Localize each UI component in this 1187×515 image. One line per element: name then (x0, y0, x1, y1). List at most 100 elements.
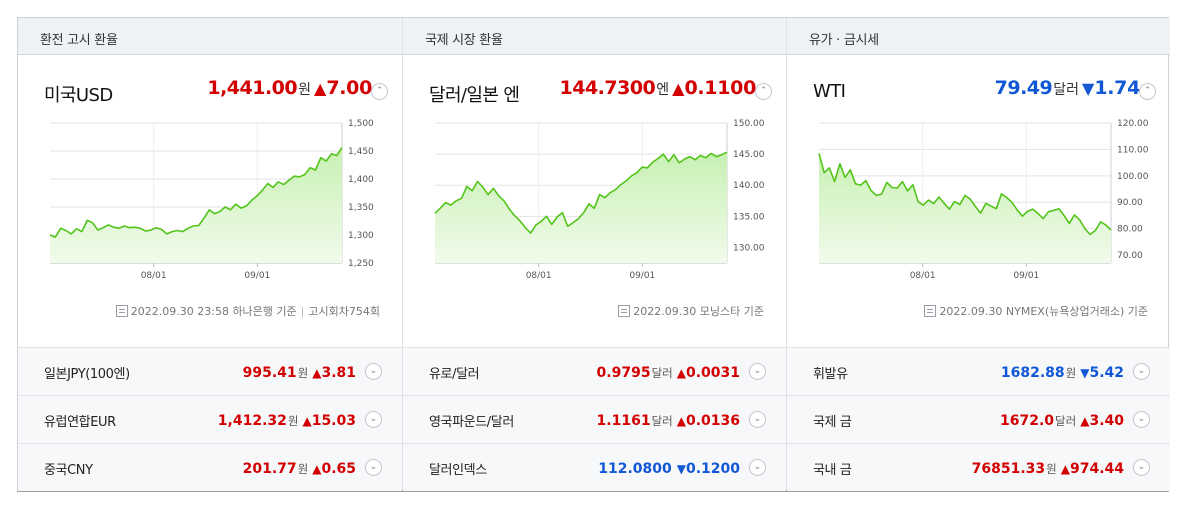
change-value: 1.74 (1094, 77, 1140, 99)
column-header[interactable]: 유가 · 금시세 (787, 18, 1170, 55)
x-tick-label: 09/01 (1013, 271, 1039, 281)
y-tick-label: 140.00 (733, 181, 765, 191)
expand-chevron-down-icon[interactable]: ⌄ (749, 363, 766, 380)
y-tick-label: 130.00 (733, 243, 765, 253)
document-icon (115, 305, 128, 317)
expand-chevron-down-icon[interactable]: ⌄ (365, 459, 382, 476)
row-price: 995.41 (242, 365, 297, 381)
down-triangle-icon: ▼ (1080, 366, 1090, 380)
price-value: 79.49 (994, 77, 1053, 99)
y-tick-label: 120.00 (1117, 119, 1149, 129)
collapse-chevron-up-icon[interactable]: ⌃ (755, 83, 772, 100)
expand-chevron-down-icon[interactable]: ⌄ (749, 459, 766, 476)
row-unit: 원 (287, 414, 299, 428)
row-label[interactable]: 중국CNY (44, 463, 93, 478)
list-item[interactable]: 영국파운드/달러 1.1161달러 ▲0.0136 ⌄ (403, 395, 786, 443)
list-item[interactable]: 국내 금 76851.33원 ▲974.44 ⌄ (787, 443, 1170, 491)
source-text: 2022.09.30 NYMEX(뉴욕상업거래소) 기준 (939, 305, 1148, 318)
row-change: 5.42 (1089, 365, 1124, 381)
currency-name[interactable]: 미국USD (44, 85, 113, 106)
list-item[interactable]: 달러인덱스 112.0800 ▼0.1200 ⌄ (403, 443, 786, 491)
list-item[interactable]: 중국CNY 201.77원 ▲0.65 ⌄ (18, 443, 402, 491)
up-triangle-icon: ▲ (312, 462, 322, 476)
row-label[interactable]: 국제 금 (813, 415, 852, 430)
row-label[interactable]: 일본JPY(100엔) (44, 367, 130, 382)
currency-name[interactable]: 달러/일본 엔 (429, 85, 520, 106)
expand-chevron-down-icon[interactable]: ⌄ (365, 411, 382, 428)
x-tick-label: 09/01 (629, 271, 655, 281)
list-item[interactable]: 휘발유 1682.88원 ▼5.42 ⌄ (787, 347, 1170, 395)
list-item[interactable]: 유로/달러 0.9795달러 ▲0.0031 ⌄ (403, 347, 786, 395)
x-tick-label: 09/01 (244, 271, 270, 281)
row-label[interactable]: 달러인덱스 (429, 463, 487, 478)
price-chart: 120.00 110.00 100.00 90.00 80.00 70.00 08/01 09… (818, 119, 1149, 281)
row-value: 995.41원 ▲3.81 (243, 362, 356, 381)
row-unit: 원 (297, 366, 309, 380)
expand-chevron-down-icon[interactable]: ⌄ (1133, 459, 1150, 476)
list-item[interactable]: 일본JPY(100엔) 995.41원 ▲3.81 ⌄ (18, 347, 402, 395)
up-triangle-icon: ▲ (302, 414, 312, 428)
expand-chevron-down-icon[interactable]: ⌄ (1133, 411, 1150, 428)
row-label[interactable]: 유로/달러 (429, 367, 480, 382)
up-triangle-icon: ▲ (672, 79, 685, 98)
row-unit: 원 (1046, 462, 1057, 476)
source-text: 2022.09.30 23:58 하나은행 기준 (130, 305, 297, 318)
row-change: 974.44 (1069, 461, 1124, 477)
commodity-name[interactable]: WTI (813, 81, 846, 102)
y-tick-label: 100.00 (1117, 172, 1149, 182)
y-tick-label: 1,300 (348, 231, 374, 241)
source-note: 2022.09.30 모닝스타 기준 (618, 303, 764, 319)
document-icon (618, 305, 631, 317)
area-fill (819, 153, 1111, 263)
row-change: 0.65 (321, 461, 356, 477)
document-icon (924, 305, 937, 317)
expand-chevron-down-icon[interactable]: ⌄ (1133, 363, 1150, 380)
main-quote: 미국USD 1,441.00원 ▲7.00 ⌃ 1,500 1,450 1,400 1,… (18, 55, 402, 347)
main-quote: WTI 79.49달러 ▼1.74 ⌃ 120.00 110.00 100.00 90.… (787, 55, 1170, 347)
list-item[interactable]: 유럽연합EUR 1,412.32원 ▲15.03 ⌄ (18, 395, 402, 443)
row-value: 112.0800 ▼0.1200 (598, 458, 740, 477)
sub-rate-list: 유로/달러 0.9795달러 ▲0.0031 ⌄ 영국파운드/달러 1.1161달… (403, 347, 786, 491)
up-triangle-icon: ▲ (676, 414, 686, 428)
row-label[interactable]: 영국파운드/달러 (429, 415, 514, 430)
price-unit: 원 (298, 82, 311, 98)
row-change: 0.0136 (685, 413, 740, 429)
row-change: 0.1200 (685, 461, 740, 477)
column-header[interactable]: 환전 고시 환율 (18, 18, 402, 55)
y-tick-label: 1,350 (348, 203, 374, 213)
row-change: 0.0031 (685, 365, 740, 381)
sub-rate-list: 휘발유 1682.88원 ▼5.42 ⌄ 국제 금 1672.0달러 ▲3.40 ⌄… (787, 347, 1170, 491)
price-value: 1,441.00 (207, 77, 298, 99)
row-value: 1682.88원 ▼5.42 (1001, 362, 1124, 381)
row-value: 201.77원 ▲0.65 (243, 458, 356, 477)
up-triangle-icon: ▲ (676, 366, 686, 380)
y-tick-label: 1,500 (348, 119, 374, 129)
area-fill (435, 152, 727, 263)
collapse-chevron-up-icon[interactable]: ⌃ (1139, 83, 1156, 100)
main-quote: 달러/일본 엔 144.7300엔 ▲0.1100 ⌃ 150.00 145.00 1… (403, 55, 786, 347)
change-value: 0.1100 (684, 77, 756, 99)
y-tick-label: 70.00 (1117, 251, 1143, 261)
row-label[interactable]: 국내 금 (813, 463, 852, 478)
price-unit: 엔 (656, 82, 670, 98)
expand-chevron-down-icon[interactable]: ⌄ (365, 363, 382, 380)
row-price: 0.9795 (596, 365, 651, 381)
row-value: 1672.0달러 ▲3.40 (1000, 410, 1124, 429)
y-tick-label: 1,450 (348, 147, 374, 157)
row-value: 0.9795달러 ▲0.0031 (597, 362, 740, 381)
y-tick-label: 1,250 (348, 259, 374, 269)
down-triangle-icon: ▼ (676, 462, 686, 476)
row-label[interactable]: 유럽연합EUR (44, 415, 116, 430)
y-tick-label: 145.00 (733, 150, 765, 160)
series-line (49, 147, 343, 238)
column-header[interactable]: 국제 시장 환율 (403, 18, 786, 55)
source-note: 2022.09.30 NYMEX(뉴욕상업거래소) 기준 (924, 303, 1148, 319)
exchange-rate-widget: 환전 고시 환율 미국USD 1,441.00원 ▲7.00 ⌃ 1,500 1,4… (17, 17, 1170, 492)
expand-chevron-down-icon[interactable]: ⌄ (749, 411, 766, 428)
row-unit: 원 (1065, 366, 1077, 380)
collapse-chevron-up-icon[interactable]: ⌃ (371, 83, 388, 100)
price-unit: 달러 (1053, 82, 1079, 98)
row-label[interactable]: 휘발유 (813, 367, 848, 382)
list-item[interactable]: 국제 금 1672.0달러 ▲3.40 ⌄ (787, 395, 1170, 443)
row-unit: 달러 (1055, 414, 1077, 428)
